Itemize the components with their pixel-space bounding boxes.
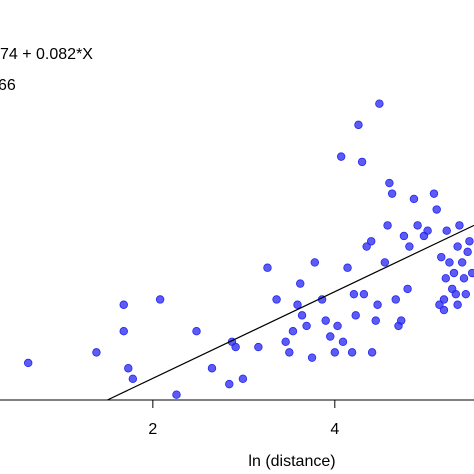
point (439, 295, 449, 304)
point (383, 221, 392, 230)
point (387, 189, 397, 198)
point (351, 311, 360, 320)
point (359, 289, 369, 299)
point (413, 221, 422, 230)
point (24, 358, 33, 368)
fit-line (107, 224, 474, 401)
annotation: 74 + 0.082*X (0, 46, 93, 63)
point (155, 295, 165, 304)
point (354, 120, 363, 130)
point (391, 295, 400, 304)
point (380, 258, 390, 267)
point (225, 379, 234, 389)
point (435, 300, 444, 309)
point (405, 242, 414, 251)
x-tick-label: 4 (330, 421, 339, 438)
point (455, 221, 464, 230)
point (357, 157, 367, 167)
point (373, 300, 382, 309)
point (461, 289, 471, 299)
point (293, 300, 302, 309)
point (467, 268, 474, 278)
point (399, 231, 409, 241)
point (119, 300, 128, 309)
point (272, 295, 281, 304)
point (326, 332, 335, 341)
point (349, 289, 359, 299)
point (385, 178, 394, 188)
point (465, 237, 474, 246)
point (119, 327, 128, 336)
point (409, 194, 419, 204)
point (192, 327, 201, 336)
point (459, 274, 469, 283)
point (172, 390, 181, 399)
point (441, 274, 450, 283)
point (254, 342, 263, 352)
point (288, 327, 298, 336)
point (371, 316, 380, 325)
point (124, 364, 133, 373)
point (457, 258, 467, 267)
point (362, 242, 371, 251)
point (207, 364, 217, 373)
point (442, 226, 451, 235)
point (285, 348, 294, 357)
point (445, 258, 454, 267)
point (297, 311, 307, 320)
point (333, 321, 342, 331)
point (451, 289, 461, 299)
point (336, 152, 346, 161)
annotation: 66 (0, 77, 16, 94)
point (307, 353, 317, 362)
point (347, 348, 357, 357)
point (330, 348, 340, 357)
point (263, 263, 272, 272)
point (375, 99, 384, 108)
point (453, 242, 462, 251)
point (281, 337, 290, 346)
point (453, 300, 462, 309)
x-axis-title: ln (distance) (248, 453, 335, 470)
point (296, 279, 305, 288)
point (343, 263, 352, 272)
point (302, 321, 311, 331)
point (449, 268, 459, 278)
point (397, 316, 406, 325)
point (463, 247, 472, 257)
x-tick-label: 2 (148, 421, 157, 438)
point (403, 284, 412, 294)
point (423, 226, 432, 235)
point (437, 252, 446, 262)
point (338, 337, 348, 346)
point (439, 305, 449, 315)
point (429, 189, 439, 198)
point (310, 258, 319, 267)
point (92, 348, 101, 357)
point (231, 342, 240, 352)
point (367, 348, 377, 357)
point (238, 374, 248, 384)
point (321, 316, 330, 325)
point (432, 205, 441, 214)
point (128, 374, 138, 384)
point (366, 237, 376, 246)
